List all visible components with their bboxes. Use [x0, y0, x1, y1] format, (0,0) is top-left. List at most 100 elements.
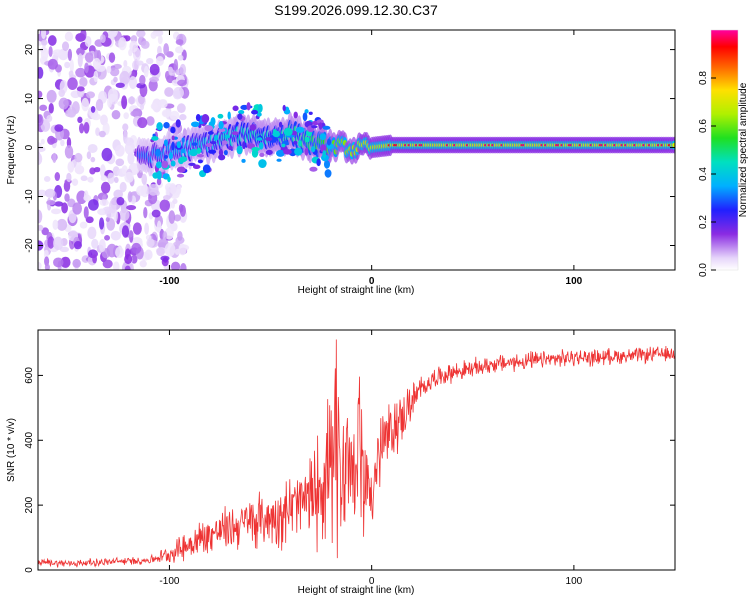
heatmap-side-blob	[241, 158, 246, 163]
heatmap-noise-blob	[156, 177, 162, 186]
heatmap-noise-blob	[75, 67, 86, 78]
heatmap-noise-blob	[122, 123, 129, 131]
heatmap-noise-blob	[95, 98, 104, 112]
heatmap-side-blob	[191, 142, 198, 146]
heatmap-side-blob	[163, 139, 168, 147]
heatmap-noise-blob	[41, 30, 47, 40]
heatmap-noise-blob	[116, 196, 125, 206]
heatmap-noise-blob	[113, 176, 119, 184]
heatmap-noise-blob	[54, 201, 64, 207]
heatmap-noise-blob	[52, 219, 59, 231]
heatmap-noise-blob	[92, 254, 97, 264]
heatmap-side-blob	[180, 148, 186, 154]
heatmap-side-blob	[175, 119, 181, 128]
heatmap-side-blob	[204, 125, 213, 132]
heatmap-side-blob	[293, 111, 298, 119]
heatmap-noise-blob	[139, 260, 147, 268]
heatmap-noise-blob	[110, 230, 121, 241]
heatmap-noise-blob	[173, 86, 184, 99]
heatmap-noise-blob	[130, 254, 138, 264]
heatmap-ridge-core	[672, 142, 675, 148]
heatmap-noise-blob	[162, 194, 171, 201]
heatmap-side-blob	[161, 160, 169, 169]
heatmap-side-blob	[210, 117, 216, 126]
heatmap-y-tick-label: -10	[24, 189, 35, 204]
heatmap-noise-blob	[105, 216, 110, 223]
heatmap-noise-blob	[79, 221, 88, 229]
heatmap-side-blob	[207, 131, 214, 135]
heatmap-noise-blob	[123, 112, 129, 120]
heatmap-side-blob	[305, 136, 310, 143]
heatmap-noise-blob	[40, 47, 47, 53]
heatmap-noise-blob	[118, 37, 127, 51]
heatmap-noise-blob	[40, 138, 45, 145]
heatmap-noise-blob	[113, 189, 124, 199]
heatmap-side-blob	[168, 152, 173, 160]
heatmap-side-blob	[319, 133, 327, 141]
heatmap-noise-blob	[78, 123, 85, 134]
heatmap-noise-blob	[68, 70, 74, 77]
heatmap-noise-blob	[64, 31, 74, 42]
heatmap-noise-blob	[169, 184, 177, 194]
heatmap-noise-blob	[170, 261, 181, 270]
colorbar-tick-label: 0.0	[698, 263, 709, 277]
heatmap-noise-blob	[86, 91, 96, 99]
heatmap-side-blob	[242, 141, 246, 150]
heatmap-side-blob	[323, 160, 331, 169]
heatmap-noise-blob	[180, 263, 187, 270]
heatmap-noise-blob	[108, 52, 116, 63]
heatmap-noise-blob	[163, 43, 170, 56]
heatmap-y-tick-label: 0	[24, 144, 35, 150]
heatmap-noise-blob	[102, 259, 113, 269]
heatmap-noise-blob	[143, 65, 149, 78]
heatmap-noise-blob	[76, 86, 85, 92]
heatmap-noise-blob	[67, 77, 78, 91]
heatmap-noise-blob	[113, 76, 118, 83]
heatmap-noise-blob	[109, 67, 120, 77]
heatmap-noise-blob	[104, 235, 111, 241]
heatmap-noise-blob	[64, 193, 70, 202]
heatmap-noise-blob	[43, 249, 49, 259]
heatmap-side-blob	[205, 143, 213, 148]
heatmap-side-blob	[176, 141, 182, 149]
heatmap-noise-blob	[54, 172, 61, 182]
colorbar-label: Normalized spectral amplitude	[738, 82, 749, 217]
heatmap-noise-blob	[59, 246, 70, 253]
heatmap-noise-blob	[175, 39, 184, 45]
heatmap-noise-blob	[136, 185, 146, 197]
heatmap-noise-blob	[88, 199, 99, 211]
heatmap-side-blob	[197, 159, 204, 164]
heatmap-side-blob	[210, 140, 217, 145]
snr-y-tick-label: 600	[24, 367, 35, 384]
heatmap-side-blob	[202, 164, 211, 174]
heatmap-noise-blob	[98, 130, 106, 138]
heatmap-noise-blob	[151, 209, 161, 218]
heatmap-side-blob	[304, 109, 309, 114]
heatmap-noise-blob	[161, 109, 172, 118]
heatmap-noise-blob	[157, 35, 163, 45]
heatmap-noise-blob	[164, 242, 176, 257]
heatmap-noise-blob	[150, 102, 159, 110]
heatmap-x-ticks: -100 0 100	[159, 30, 583, 287]
heatmap-side-blob	[170, 126, 176, 134]
heatmap-side-blob	[318, 122, 323, 130]
heatmap-side-blob	[176, 173, 185, 178]
heatmap-side-blob	[316, 119, 324, 124]
heatmap-noise-blob	[123, 59, 128, 68]
heatmap-x-tick-label: 0	[369, 276, 375, 287]
heatmap-noise-blob	[121, 95, 128, 110]
heatmap-side-blob	[283, 149, 292, 155]
heatmap-noise-blob	[115, 246, 124, 258]
heatmap-noise-blob	[91, 238, 99, 249]
heatmap-side-blob	[155, 148, 161, 157]
heatmap-noise-blob	[114, 144, 125, 157]
colorbar-gradient	[710, 29, 739, 271]
heatmap-noise-blob	[38, 114, 44, 126]
heatmap-noise-blob	[69, 59, 74, 73]
snr-y-tick-label: 400	[24, 431, 35, 448]
heatmap-noise-blob	[80, 175, 88, 182]
heatmap-noise-blob	[86, 151, 92, 160]
heatmap-side-blob	[231, 131, 239, 136]
heatmap-noise-blob	[43, 176, 51, 182]
heatmap-noise-blob	[113, 261, 120, 270]
